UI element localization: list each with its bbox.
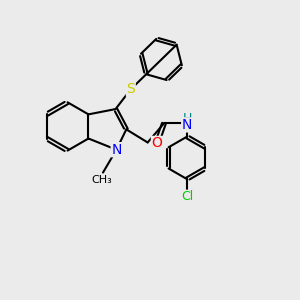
- Text: N: N: [111, 143, 122, 157]
- Text: H: H: [182, 112, 192, 124]
- Text: CH₃: CH₃: [91, 176, 112, 185]
- Text: S: S: [126, 82, 135, 96]
- Text: O: O: [152, 136, 162, 150]
- Text: Cl: Cl: [181, 190, 193, 203]
- Text: N: N: [182, 118, 192, 132]
